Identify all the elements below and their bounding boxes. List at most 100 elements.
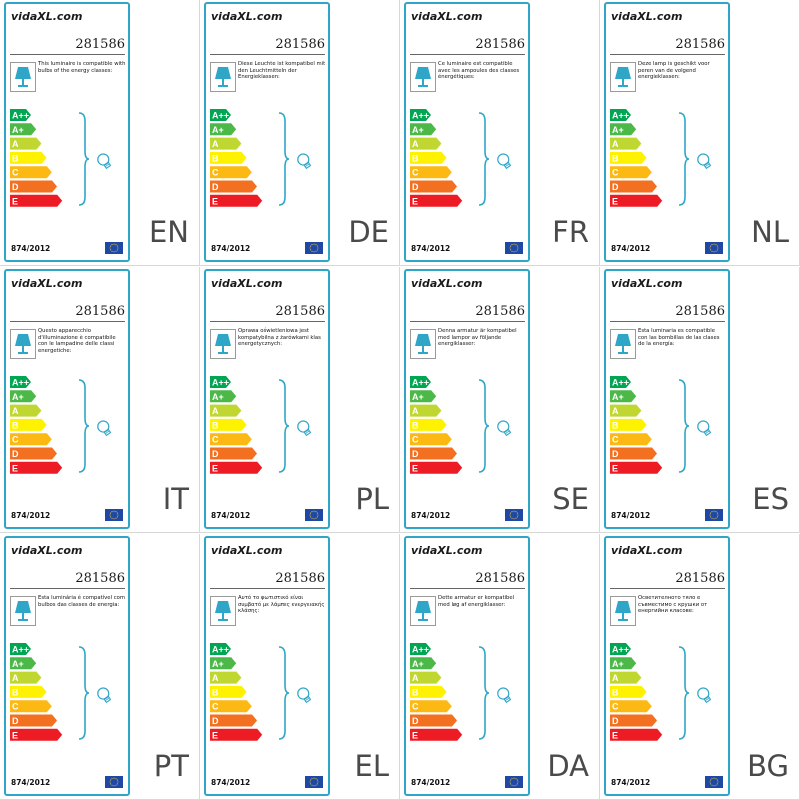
energy-class-arrow: [610, 390, 637, 403]
table-lamp-icon: [215, 334, 231, 354]
energy-class-letter: E: [612, 730, 618, 740]
energy-class-arrow: [10, 671, 42, 684]
label-cell: vidaXL.com 281586 Esta luminária é compa…: [0, 534, 200, 800]
energy-class-scale: A++ A+ A B C D E: [210, 643, 263, 748]
bulb-icon: [97, 420, 112, 437]
energy-class-letter: A+: [212, 392, 224, 402]
energy-label-card: vidaXL.com 281586 Deze lamp is geschikt …: [604, 2, 730, 262]
energy-class-letter: C: [12, 702, 19, 712]
table-lamp-icon: [15, 601, 31, 621]
energy-class-scale: A++ A+ A B C D E: [410, 376, 463, 481]
product-number: 281586: [475, 571, 525, 586]
eu-flag-icon: [305, 509, 323, 521]
table-lamp-icon: [215, 67, 231, 87]
energy-class-arrow: [210, 685, 247, 698]
compatibility-text: Oprawa oświetleniowa jest kompatybilna z…: [238, 328, 321, 348]
energy-class-letter: A: [612, 139, 619, 149]
label-cell: vidaXL.com 281586 This luminaire is comp…: [0, 0, 200, 266]
energy-class-letter: A+: [612, 659, 624, 669]
bracket-icon: [678, 646, 690, 740]
energy-class-letter: E: [612, 196, 618, 206]
eu-flag-icon: [505, 242, 523, 254]
bracket-icon: [78, 112, 90, 206]
energy-class-arrow: [410, 180, 457, 193]
language-code: PT: [153, 749, 189, 783]
energy-class-arrow: [610, 671, 642, 684]
compatibility-text: Questo apparecchio d'illuminazione è com…: [38, 328, 116, 354]
energy-class-letter: A: [12, 406, 19, 416]
energy-class-arrow: [10, 418, 47, 431]
energy-class-letter: D: [212, 716, 219, 726]
energy-class-arrow: [10, 657, 37, 670]
product-number: 281586: [675, 304, 725, 319]
energy-class-scale: A++ A+ A B C D E: [10, 109, 63, 214]
energy-class-arrow: [10, 390, 37, 403]
compatibility-text: Esta luminária é compatível com bulbos d…: [38, 595, 126, 608]
eu-stars-icon: [309, 243, 319, 253]
energy-class-arrow: [410, 433, 452, 446]
energy-class-arrow: [410, 671, 442, 684]
energy-class-letter: D: [412, 182, 419, 192]
energy-class-scale: A++ A+ A B C D E: [610, 643, 663, 748]
product-number: 281586: [275, 37, 325, 52]
bulb-icon: [697, 153, 712, 170]
energy-class-letter: D: [612, 716, 619, 726]
energy-class-letter: D: [12, 182, 19, 192]
energy-class-letter: A+: [12, 392, 24, 402]
table-lamp-icon: [415, 601, 431, 621]
table-lamp-icon: [415, 67, 431, 87]
energy-class-letter: D: [212, 182, 219, 192]
label-cell: vidaXL.com 281586 Осветителното тяло е с…: [600, 534, 800, 800]
energy-class-letter: A+: [12, 659, 24, 669]
energy-label-card: vidaXL.com 281586 Αυτό το φωτιστικό είνα…: [204, 536, 330, 796]
energy-class-arrow: [10, 166, 52, 179]
brand-logo-text: vidaXL.com: [411, 277, 483, 290]
eu-stars-icon: [309, 777, 319, 787]
eu-stars-icon: [109, 510, 119, 520]
product-number-underline: [210, 588, 325, 589]
energy-class-arrow: [410, 137, 442, 150]
energy-class-letter: C: [212, 435, 219, 445]
regulation-number: 874/2012: [611, 244, 651, 253]
energy-class-letter: B: [612, 420, 619, 430]
energy-class-arrow: [10, 123, 37, 136]
product-number: 281586: [75, 571, 125, 586]
regulation-number: 874/2012: [611, 778, 651, 787]
energy-class-arrow: [410, 643, 431, 655]
regulation-number: 874/2012: [611, 511, 651, 520]
eu-stars-icon: [509, 777, 519, 787]
energy-class-letter: A: [212, 406, 219, 416]
table-lamp-icon: [215, 601, 231, 621]
energy-class-arrow: [10, 461, 63, 474]
energy-class-scale: A++ A+ A B C D E: [410, 109, 463, 214]
compatibility-text: Esta luminaria es compatible con las bom…: [638, 328, 720, 348]
energy-class-letter: C: [612, 702, 619, 712]
energy-class-arrow: [610, 137, 642, 150]
bracket-icon: [678, 379, 690, 473]
eu-flag-icon: [305, 242, 323, 254]
lamp-icon-box: [410, 62, 436, 92]
energy-class-letter: B: [612, 153, 619, 163]
energy-class-letter: A+: [612, 125, 624, 135]
energy-class-letter: A++: [212, 111, 229, 121]
energy-class-letter: E: [12, 730, 18, 740]
energy-class-scale: A++ A+ A B C D E: [610, 109, 663, 214]
product-number-underline: [210, 321, 325, 322]
energy-class-arrow: [410, 109, 431, 121]
energy-class-arrow: [210, 728, 263, 741]
energy-class-arrow: [210, 137, 242, 150]
energy-class-arrow: [210, 390, 237, 403]
energy-label-card: vidaXL.com 281586 Esta luminaria es comp…: [604, 269, 730, 529]
regulation-number: 874/2012: [11, 778, 51, 787]
energy-class-letter: A+: [412, 125, 424, 135]
product-number-underline: [210, 54, 325, 55]
energy-class-letter: B: [412, 420, 419, 430]
bracket-icon: [278, 112, 290, 206]
regulation-number: 874/2012: [211, 778, 251, 787]
label-cell: vidaXL.com 281586 Ce luminaire est compa…: [400, 0, 600, 266]
energy-class-letter: A++: [12, 645, 29, 655]
label-cell: vidaXL.com 281586 Denna armatur är kompa…: [400, 267, 600, 533]
